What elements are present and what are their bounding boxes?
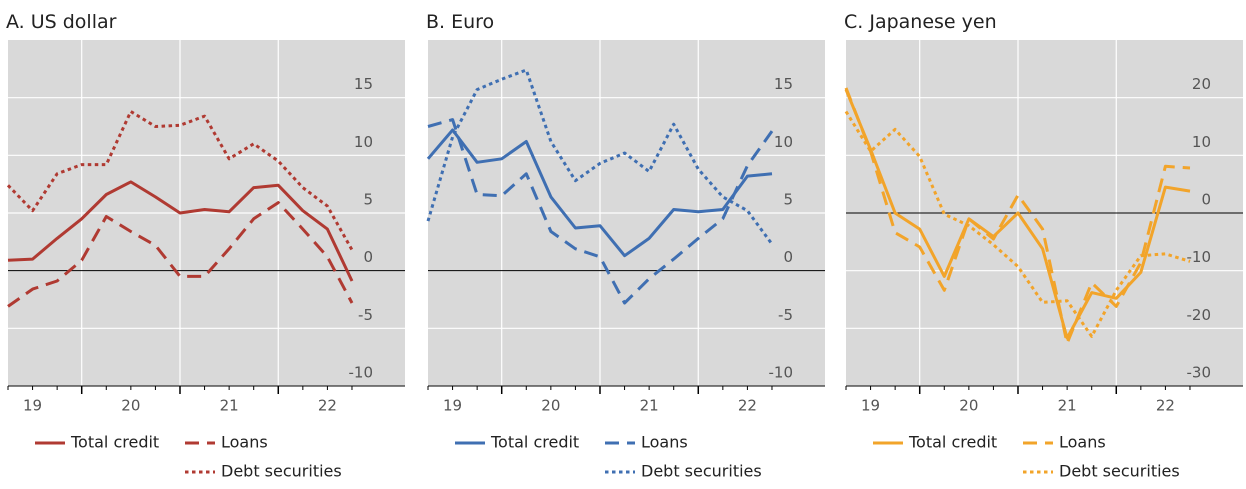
series-line: [6, 110, 354, 251]
y-tick-label: -5: [358, 306, 373, 324]
y-tick-label: -10: [349, 364, 374, 382]
y-tick-label: 20: [1192, 75, 1211, 93]
legend-label: Debt securities: [641, 462, 762, 481]
y-tick-label: 10: [774, 133, 793, 151]
series-line: [844, 89, 1191, 340]
y-tick-label: 15: [774, 75, 793, 93]
series-line: [7, 201, 354, 308]
y-tick-label: -10: [1187, 248, 1212, 266]
legend-label: Loans: [1059, 433, 1106, 452]
panel-title: B. Euro: [426, 11, 494, 33]
x-tick-label: 22: [318, 397, 337, 415]
y-tick-label: -5: [778, 306, 793, 324]
legend-label: Debt securities: [1059, 462, 1180, 481]
y-tick-label: 10: [1192, 133, 1211, 151]
x-tick-label: 21: [640, 397, 659, 415]
legend-label: Total credit: [70, 433, 159, 452]
x-tick-label: 19: [443, 397, 462, 415]
y-tick-label: 0: [363, 248, 373, 266]
y-tick-label: 10: [354, 133, 373, 151]
x-tick-label: 19: [861, 397, 880, 415]
legend-label: Debt securities: [221, 462, 342, 481]
series-line: [844, 87, 1191, 345]
y-tick-label: -20: [1187, 306, 1212, 324]
series-line: [844, 110, 1191, 338]
y-tick-label: 0: [783, 248, 793, 266]
y-tick-label: 5: [363, 191, 373, 209]
x-tick-label: 21: [220, 397, 239, 415]
series-line: [426, 68, 774, 245]
x-tick-label: 20: [959, 397, 978, 415]
x-tick-label: 19: [23, 397, 42, 415]
x-tick-label: 21: [1058, 397, 1077, 415]
x-tick-label: 20: [121, 397, 140, 415]
y-tick-label: 5: [783, 191, 793, 209]
y-tick-label: -30: [1187, 364, 1212, 382]
x-tick-label: 22: [738, 397, 757, 415]
legend-label: Loans: [221, 433, 268, 452]
y-tick-label: 0: [1201, 191, 1211, 209]
y-tick-label: -10: [769, 364, 794, 382]
legend-label: Loans: [641, 433, 688, 452]
panel-title: C. Japanese yen: [844, 11, 997, 33]
series-line: [7, 180, 354, 282]
y-tick-label: 15: [354, 75, 373, 93]
x-tick-label: 20: [541, 397, 560, 415]
legend-label: Total credit: [908, 433, 997, 452]
panel-title: A. US dollar: [6, 11, 117, 33]
series-line: [426, 128, 773, 258]
x-tick-label: 22: [1156, 397, 1175, 415]
legend-label: Total credit: [490, 433, 579, 452]
series-line: [427, 118, 774, 305]
